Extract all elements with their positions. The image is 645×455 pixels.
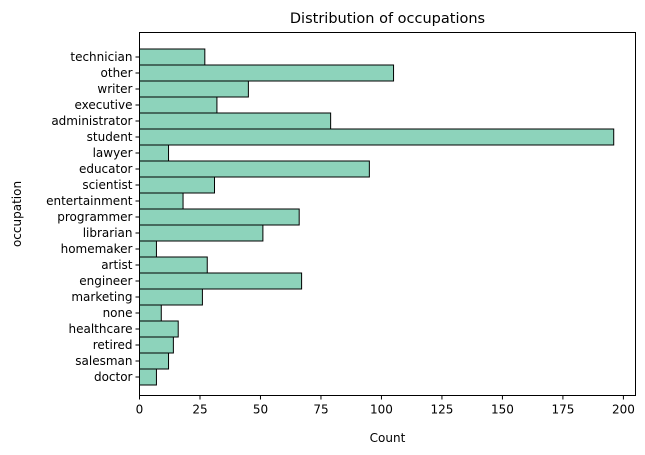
x-tick-label-75: 75 xyxy=(313,403,328,417)
y-tick-label-librarian: librarian xyxy=(83,226,133,240)
bar-scientist xyxy=(139,176,216,194)
bar-entertainment xyxy=(139,192,184,210)
x-tick-label-175: 175 xyxy=(551,403,574,417)
y-tick-label-programmer: programmer xyxy=(57,210,132,224)
y-tick-label-marketing: marketing xyxy=(71,290,132,304)
y-tick-label-none: none xyxy=(103,306,133,320)
y-tick-label-other: other xyxy=(101,66,133,80)
bar-doctor xyxy=(139,368,157,386)
y-tick-label-scientist: scientist xyxy=(82,178,132,192)
bar-other xyxy=(139,64,395,82)
x-tick-label-125: 125 xyxy=(430,403,453,417)
bar-retired xyxy=(139,336,174,354)
y-axis-label: occupation xyxy=(10,181,24,247)
x-tick-label-0: 0 xyxy=(136,403,144,417)
bar-marketing xyxy=(139,288,203,306)
bar-healthcare xyxy=(139,320,179,338)
y-tick-label-executive: executive xyxy=(74,98,132,112)
y-tick-label-administrator: administrator xyxy=(51,114,132,128)
y-axis-ticks: technician other writer executive administra… xyxy=(46,50,140,384)
x-tick-label-200: 200 xyxy=(612,403,635,417)
y-tick-label-technician: technician xyxy=(70,50,132,64)
bar-artist xyxy=(139,256,208,274)
y-tick-label-retired: retired xyxy=(93,338,133,352)
bar-executive xyxy=(139,96,218,114)
chart-title: Distribution of occupations xyxy=(290,11,485,27)
y-tick-label-student: student xyxy=(87,130,133,144)
x-tick-label-50: 50 xyxy=(253,403,268,417)
bar-writer xyxy=(139,80,249,98)
x-tick-label-150: 150 xyxy=(491,403,514,417)
bar-librarian xyxy=(139,224,264,242)
y-tick-label-educator: educator xyxy=(79,162,133,176)
y-tick-label-engineer: engineer xyxy=(79,274,132,288)
x-axis-label: Count xyxy=(370,431,406,445)
x-axis-ticks: 0 25 50 75 100 125 150 175 200 xyxy=(136,395,635,417)
bar-homemaker xyxy=(139,240,157,258)
bar-educator xyxy=(139,160,370,178)
bar-technician xyxy=(139,48,206,66)
bar-none xyxy=(139,304,162,322)
bar-programmer xyxy=(139,208,300,226)
y-tick-label-healthcare: healthcare xyxy=(69,322,133,336)
y-tick-label-writer: writer xyxy=(97,82,132,96)
bar-salesman xyxy=(139,352,170,370)
bar-student xyxy=(139,128,615,146)
y-tick-label-doctor: doctor xyxy=(94,370,133,384)
bar-administrator xyxy=(139,112,332,130)
x-tick-label-100: 100 xyxy=(370,403,393,417)
y-tick-label-homemaker: homemaker xyxy=(61,242,133,256)
y-tick-label-entertainment: entertainment xyxy=(46,194,133,208)
x-tick-label-25: 25 xyxy=(192,403,207,417)
y-tick-label-lawyer: lawyer xyxy=(93,146,133,160)
y-tick-label-salesman: salesman xyxy=(75,354,132,368)
plot-frame xyxy=(139,32,636,396)
bar-lawyer xyxy=(139,144,170,162)
bar-engineer xyxy=(139,272,303,290)
y-tick-label-artist: artist xyxy=(101,258,133,272)
